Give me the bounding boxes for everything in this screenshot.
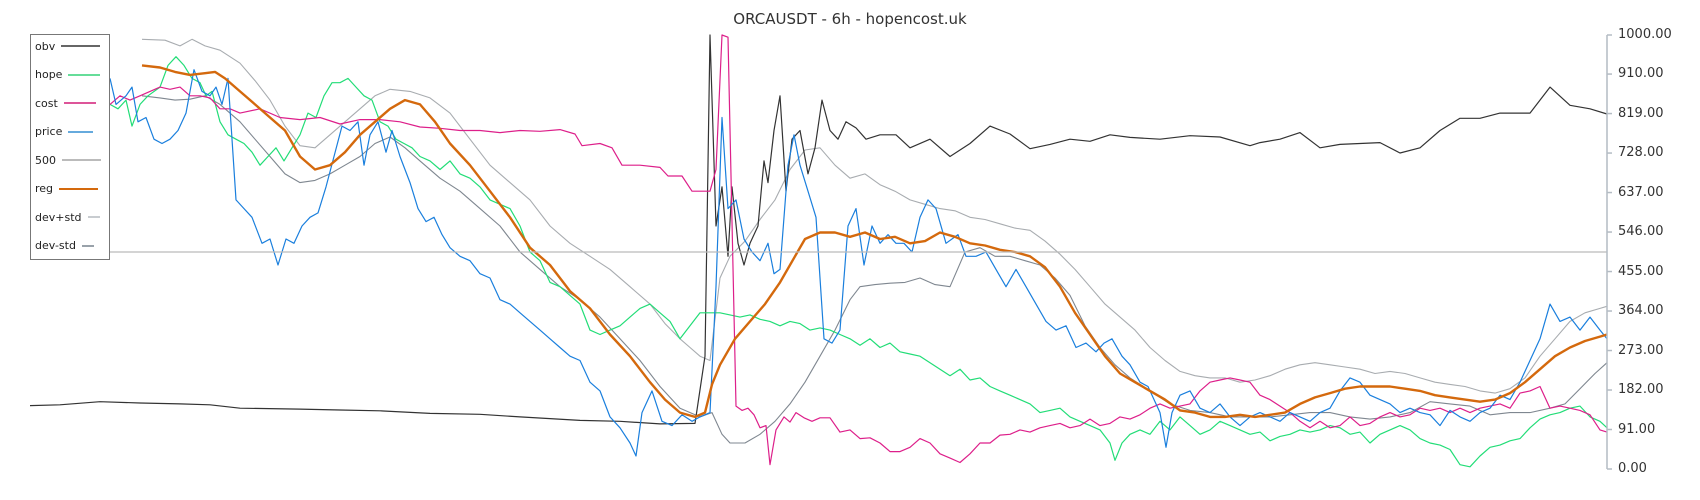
legend-label: dev-std — [35, 239, 76, 252]
y-tick-label: 819.00 — [1618, 105, 1664, 121]
legend-label: cost — [35, 96, 58, 110]
y-tick-label: 728.00 — [1618, 145, 1664, 161]
legend-item-dev-std[interactable]: dev-std — [35, 239, 94, 253]
series-price-line — [109, 69, 1608, 457]
legend-item-cost[interactable]: cost — [35, 96, 96, 110]
y-tick-label: 455.00 — [1618, 263, 1664, 279]
legend-item-500[interactable]: 500 — [35, 153, 101, 167]
legend-label: obv — [35, 39, 56, 53]
legend-item-hope[interactable]: hope — [35, 68, 101, 82]
legend: obv hope cost price 500 reg dev+std dev-std — [30, 34, 110, 260]
legend-swatch-icon — [59, 187, 99, 190]
legend-swatch-icon — [87, 216, 100, 218]
series-reg-line — [141, 64, 1608, 419]
legend-label: reg — [35, 182, 54, 195]
legend-item-dev-std[interactable]: dev+std — [35, 210, 100, 224]
legend-swatch-icon — [63, 102, 96, 104]
chart-title: ORCAUSDT - 6h - hopencost.uk — [733, 10, 967, 28]
y-tick-label: 364.00 — [1618, 303, 1664, 319]
series-layer — [29, 34, 1608, 468]
legend-swatch-icon — [68, 73, 101, 76]
y-axis-ticks — [1607, 34, 1612, 470]
y-tick-label: 182.00 — [1618, 382, 1664, 397]
series-cost-line — [109, 34, 1608, 466]
y-tick-label: 273.00 — [1618, 342, 1664, 358]
y-tick-label: 91.00 — [1618, 421, 1656, 437]
legend-label: hope — [35, 68, 63, 81]
legend-label: price — [35, 125, 63, 138]
y-tick-label: 910.00 — [1618, 66, 1664, 82]
y-tick-label: 1000.00 — [1618, 27, 1672, 42]
legend-label: dev+std — [35, 210, 82, 224]
legend-swatch-icon — [61, 45, 101, 47]
y-tick-label: 637.00 — [1618, 184, 1664, 200]
legend-swatch-icon — [68, 130, 94, 133]
legend-swatch-icon — [81, 244, 94, 247]
legend-item-reg[interactable]: reg — [35, 182, 99, 196]
y-tick-label: 0.00 — [1618, 461, 1647, 476]
series-dev-std-line — [141, 38, 1608, 394]
legend-item-price[interactable]: price — [35, 125, 94, 139]
series-obv-line — [29, 34, 1608, 425]
legend-item-obv[interactable]: obv — [35, 39, 101, 53]
y-tick-label: 546.00 — [1618, 224, 1664, 240]
series-hope-line — [109, 56, 1608, 468]
legend-swatch-icon — [62, 159, 101, 161]
legend-label: 500 — [35, 153, 56, 167]
